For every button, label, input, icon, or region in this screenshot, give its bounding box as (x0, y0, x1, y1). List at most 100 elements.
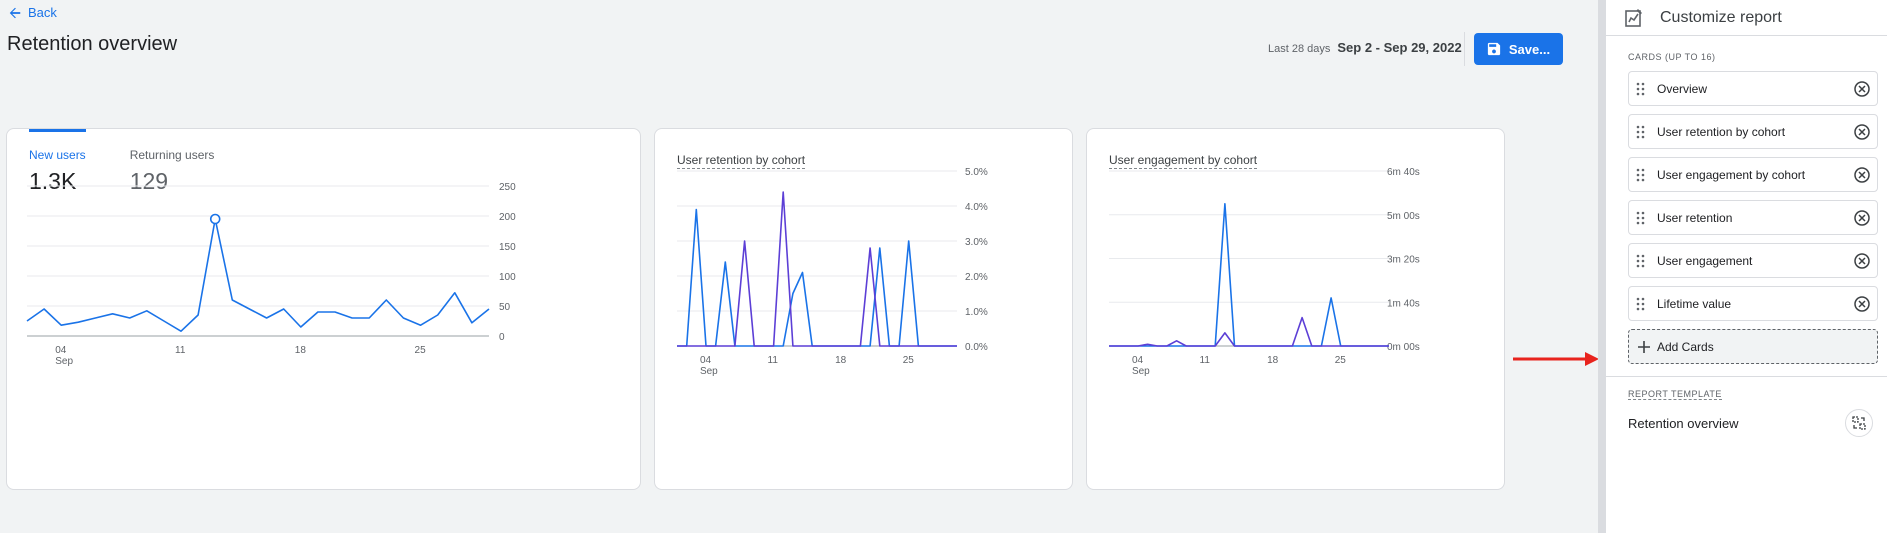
x-tick-sublabel: Sep (700, 366, 718, 377)
series-line (677, 208, 957, 347)
y-tick-label: 5.0% (965, 167, 988, 178)
y-tick-label: 50 (499, 302, 511, 313)
y-tick-label: 150 (499, 242, 516, 253)
annotation-arrow-icon (1513, 352, 1599, 366)
tab-value: 1.3K (29, 168, 77, 194)
arrow-left-icon (9, 7, 21, 18)
remove-circle-icon[interactable] (1853, 295, 1871, 313)
x-tick-label: 18 (295, 345, 307, 356)
tab-returning-users[interactable]: Returning users 129 (130, 129, 215, 195)
card-item-label: User retention by cohort (1657, 124, 1786, 139)
data-point-marker (209, 213, 221, 225)
x-tick-label: 04 (1132, 355, 1144, 366)
y-tick-label: 200 (499, 212, 516, 223)
edit-report-icon (1625, 8, 1642, 27)
change-template-button[interactable] (1845, 409, 1873, 437)
panel-header: Customize report (1606, 0, 1887, 36)
add-cards-label: Add Cards (1657, 339, 1714, 354)
x-tick-sublabel: Sep (1132, 366, 1150, 377)
card-title: User retention by cohort (677, 153, 806, 169)
series-line (677, 191, 957, 347)
drag-handle-icon[interactable] (1635, 82, 1647, 96)
x-tick-label: 25 (903, 355, 915, 366)
drag-handle-icon[interactable] (1635, 211, 1647, 225)
tab-label: New users (29, 148, 86, 162)
remove-circle-icon[interactable] (1853, 123, 1871, 141)
remove-circle-icon[interactable] (1853, 166, 1871, 184)
card-item-label: Lifetime value (1657, 296, 1732, 311)
page-title: Retention overview (7, 33, 178, 55)
card-item-label: User engagement (1657, 253, 1753, 268)
swap-template-icon (1852, 416, 1866, 430)
template-name: Retention overview (1628, 415, 1739, 431)
tab-new-users[interactable]: New users 1.3K (29, 129, 86, 195)
date-range-value: Sep 2 - Sep 29, 2022 (1337, 40, 1462, 55)
x-tick-label: 11 (1200, 355, 1211, 366)
series-line (1109, 316, 1389, 347)
retention-cohort-card: User retention by cohort 5.0% 4.0% 3.0% 2.0… (654, 128, 1073, 490)
remove-circle-icon[interactable] (1853, 252, 1871, 270)
metric-tabs: New users 1.3K Returning users 129 (29, 129, 214, 195)
add-cards-button[interactable]: Add Cards (1628, 329, 1878, 364)
drag-handle-icon[interactable] (1635, 168, 1647, 182)
overview-card: New users 1.3K Returning users 129 250 20… (6, 128, 641, 490)
x-tick-label: 11 (175, 345, 186, 356)
card-item-label: Overview (1657, 81, 1708, 96)
date-range-preset: Last 28 days (1268, 43, 1331, 55)
card-list: Overview User retention by cohort User e… (1606, 71, 1887, 364)
tab-label: Returning users (129, 148, 215, 162)
x-tick-label: 11 (768, 355, 779, 366)
y-tick-label: 4.0% (965, 202, 988, 213)
engagement-cohort-card: User engagement by cohort 6m 40s 5m 00s 3m… (1086, 128, 1505, 490)
card-title: User engagement by cohort (1109, 153, 1258, 169)
customize-report-panel: Customize report CARDS (UP TO 16) Overvi… (1598, 0, 1887, 533)
save-label: Save... (1508, 41, 1551, 57)
plus-icon (1638, 340, 1650, 353)
x-tick-label: 25 (1335, 355, 1347, 366)
template-section-label: REPORT TEMPLATE (1606, 389, 1887, 400)
card-item-overview[interactable]: Overview (1628, 71, 1878, 106)
remove-circle-icon[interactable] (1853, 80, 1871, 98)
x-tick-label: 25 (415, 345, 427, 356)
save-button[interactable]: Save... (1474, 33, 1563, 65)
template-row: Retention overview (1606, 409, 1887, 437)
drag-handle-icon[interactable] (1635, 297, 1647, 311)
y-tick-label: 250 (499, 182, 516, 193)
save-icon (1487, 42, 1501, 56)
card-item-user-retention-by-cohort[interactable]: User retention by cohort (1628, 114, 1878, 149)
x-tick-label: 18 (1267, 355, 1279, 366)
series-line (26, 218, 490, 332)
tab-value: 129 (129, 168, 169, 194)
y-tick-label: 0m 00s (1387, 342, 1420, 353)
drag-handle-icon[interactable] (1635, 125, 1647, 139)
x-tick-label: 04 (700, 355, 712, 366)
x-tick-sublabel: Sep (55, 356, 73, 367)
y-tick-label: 2.0% (965, 272, 988, 283)
panel-title: Customize report (1660, 8, 1782, 26)
y-tick-label: 3.0% (965, 237, 988, 248)
card-item-user-engagement-by-cohort[interactable]: User engagement by cohort (1628, 157, 1878, 192)
y-tick-label: 3m 20s (1387, 255, 1420, 266)
remove-circle-icon[interactable] (1853, 209, 1871, 227)
card-item-label: User engagement by cohort (1657, 167, 1806, 182)
date-range-picker[interactable]: Last 28 days Sep 2 - Sep 29, 2022 (1268, 40, 1462, 55)
back-link[interactable]: Back (8, 5, 57, 20)
panel-divider (1606, 376, 1887, 377)
card-item-lifetime-value[interactable]: Lifetime value (1628, 286, 1878, 321)
card-item-user-engagement[interactable]: User engagement (1628, 243, 1878, 278)
y-tick-label: 1.0% (965, 307, 988, 318)
header-divider (1464, 32, 1465, 66)
x-tick-label: 18 (835, 355, 847, 366)
drag-handle-icon[interactable] (1635, 254, 1647, 268)
x-tick-label: 04 (55, 345, 67, 356)
cards-section-label: CARDS (UP TO 16) (1628, 52, 1716, 62)
series-line (1109, 203, 1389, 347)
card-item-user-retention[interactable]: User retention (1628, 200, 1878, 235)
back-label: Back (28, 5, 57, 20)
y-tick-label: 0 (499, 332, 505, 343)
y-tick-label: 1m 40s (1387, 298, 1420, 309)
y-tick-label: 100 (499, 272, 516, 283)
